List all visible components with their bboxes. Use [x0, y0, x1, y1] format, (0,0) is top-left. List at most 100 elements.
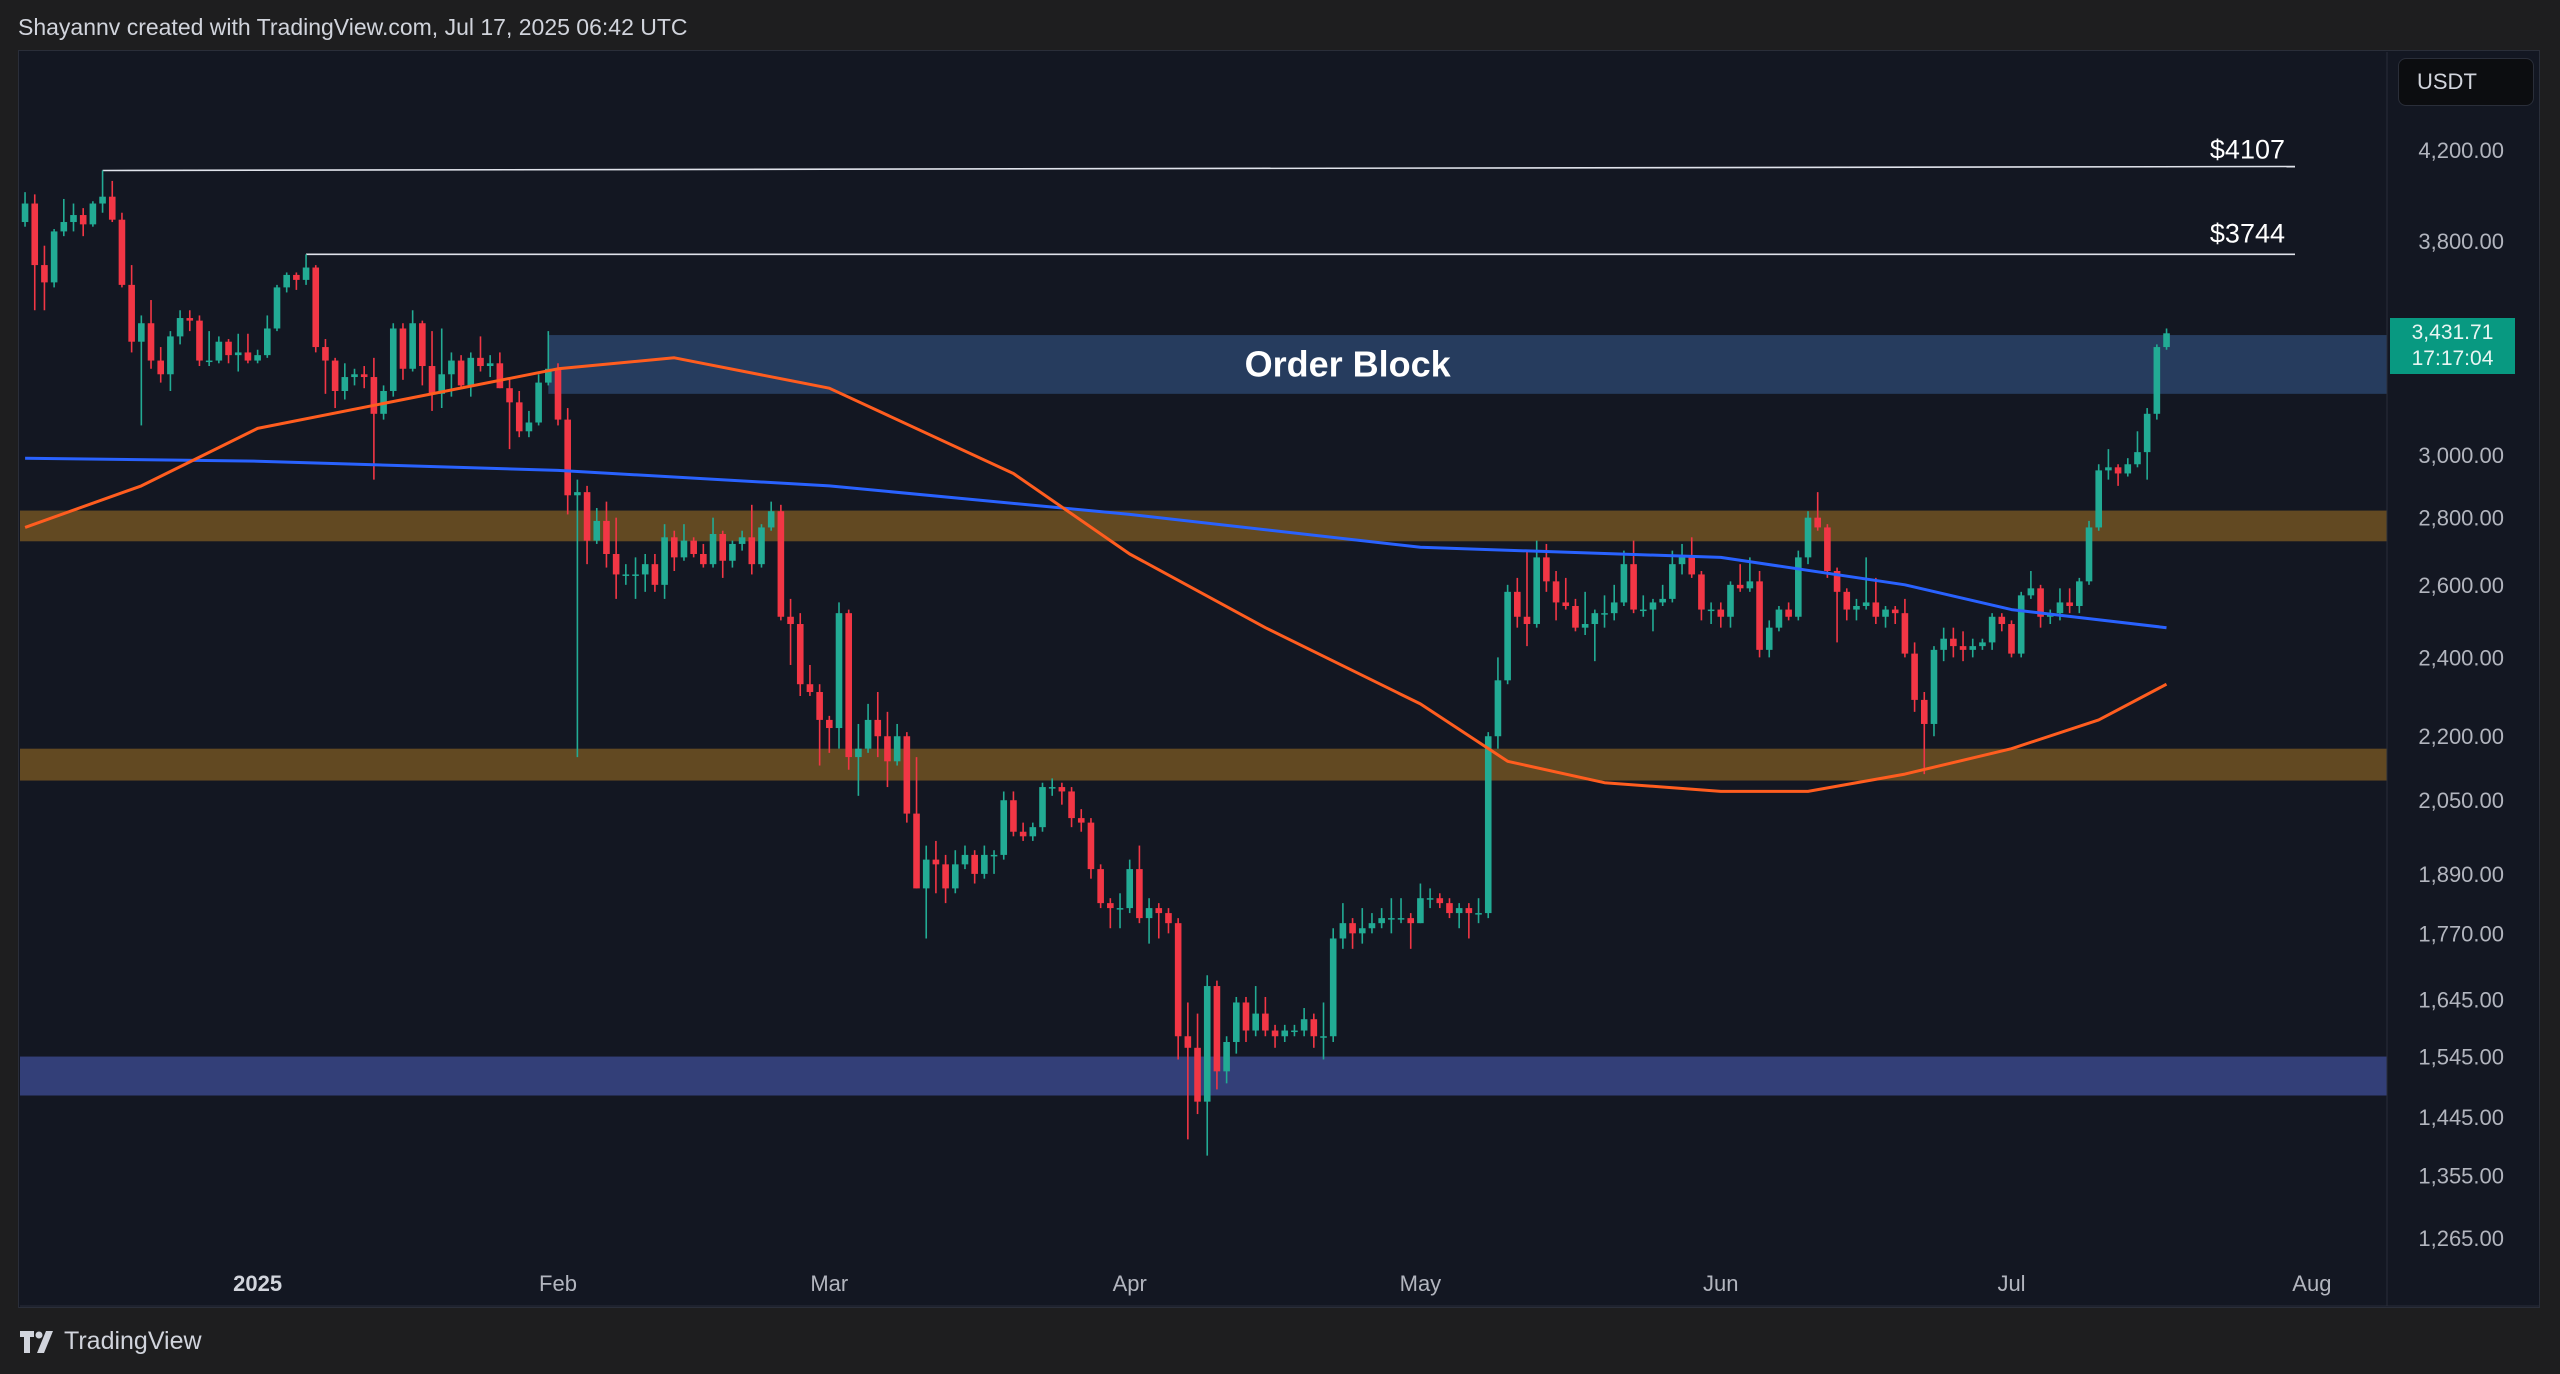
candle-body [1775, 609, 1783, 628]
candle-body [389, 328, 397, 392]
candle-body [1436, 898, 1444, 904]
candle-body [1988, 616, 1996, 643]
price-tick-label: 1,445.00 [2418, 1105, 2504, 1130]
candle-body [1523, 616, 1531, 625]
candle-body [2056, 602, 2064, 614]
currency-selector[interactable]: USDT [2398, 58, 2534, 106]
candle-body [176, 318, 184, 337]
candle-body [1969, 646, 1977, 650]
candle-body [370, 377, 378, 414]
candle-body [399, 328, 407, 369]
candle-body [738, 537, 746, 544]
candle-body [709, 534, 717, 565]
candle-body [2085, 527, 2093, 582]
candle-body [961, 854, 969, 865]
candle-body [1174, 923, 1182, 1037]
candle-body [1252, 1013, 1259, 1031]
time-tick-label: May [1400, 1271, 1442, 1296]
candle-body [147, 323, 155, 361]
candle-body [1959, 646, 1967, 650]
time-tick-label: Jun [1703, 1271, 1738, 1296]
candle-body [2124, 464, 2132, 474]
current-price-tag: 3,431.71 17:17:04 [2390, 318, 2515, 374]
candle-body [1843, 591, 1851, 610]
candle-body [1998, 616, 2006, 625]
price-tick-label: 2,200.00 [2418, 724, 2504, 749]
candle-body [2105, 467, 2112, 471]
order-block-label: Order Block [1245, 343, 1452, 384]
candle-body [1107, 903, 1114, 909]
candle-body [1785, 609, 1792, 617]
candle-body [612, 553, 620, 575]
candle-body [2017, 595, 2025, 654]
candle-body [545, 368, 552, 383]
moving-average-blue [25, 456, 2167, 630]
candle-body [564, 419, 571, 496]
candle-body [2134, 452, 2141, 465]
candle-body [893, 736, 901, 762]
candle-body [1979, 642, 1986, 647]
candle-body [1552, 581, 1560, 603]
candle-body [1736, 584, 1744, 589]
candle-body [118, 219, 126, 285]
candle-body [302, 267, 310, 280]
candle-body [293, 274, 300, 280]
candle-body [419, 323, 426, 367]
candle-body [1465, 908, 1473, 914]
candle-body [1920, 699, 1928, 724]
candle-body [1649, 602, 1657, 610]
candle-body [1484, 736, 1492, 914]
support-zone-2 [20, 1056, 2387, 1096]
price-tick-label: 1,770.00 [2418, 921, 2504, 946]
candle-body [1824, 527, 1831, 572]
candle-body [1300, 1019, 1308, 1031]
price-tick-label: 3,000.00 [2418, 443, 2504, 468]
price-tick-label: 3,800.00 [2418, 229, 2504, 254]
candle-body [1368, 923, 1376, 929]
tradingview-logo-text: TradingView [64, 1327, 202, 1355]
candle-body [603, 520, 610, 554]
candle-body [438, 374, 446, 394]
candle-body [2114, 467, 2122, 474]
candle-body [729, 543, 736, 561]
candle-body [574, 492, 581, 496]
time-tick-label: Mar [810, 1271, 848, 1296]
candle-body [1620, 564, 1628, 603]
candle-body [515, 402, 523, 432]
candle-body [1126, 869, 1134, 909]
candle-body [2076, 581, 2083, 606]
candle-body [1320, 1036, 1327, 1038]
tradingview-logo-icon [20, 1330, 53, 1353]
candle-body [525, 422, 533, 432]
candle-body [777, 511, 785, 617]
candle-body [1911, 653, 1918, 700]
price-tick-label: 1,890.00 [2418, 862, 2504, 887]
candle-body [641, 564, 649, 575]
candle-body [1872, 602, 1880, 617]
tradingview-logo[interactable]: TradingView [20, 1327, 202, 1356]
candle-body [1610, 602, 1618, 614]
candle-body [60, 222, 68, 232]
candle-body [1543, 557, 1550, 582]
candle-body [1853, 605, 1860, 610]
candle-body [2066, 602, 2073, 606]
candle-body [234, 352, 242, 356]
chart-panel[interactable] [18, 50, 2540, 1308]
candle-body [41, 265, 48, 283]
candle-body [2008, 624, 2015, 654]
candle-body [1262, 1013, 1269, 1031]
candle-body [951, 864, 959, 889]
candle-body [1000, 800, 1008, 855]
candle-body [215, 341, 223, 361]
candle-body [2037, 588, 2044, 617]
price-tick-label: 2,800.00 [2418, 506, 2504, 531]
candle-body [806, 684, 814, 693]
candle-body [1397, 918, 1405, 920]
candle-body [1727, 584, 1734, 617]
candle-body [2095, 470, 2103, 528]
candle-body [1233, 1002, 1240, 1043]
time-tick-label: Apr [1113, 1271, 1147, 1296]
candle-body [1010, 800, 1017, 832]
candle-body [360, 374, 368, 378]
